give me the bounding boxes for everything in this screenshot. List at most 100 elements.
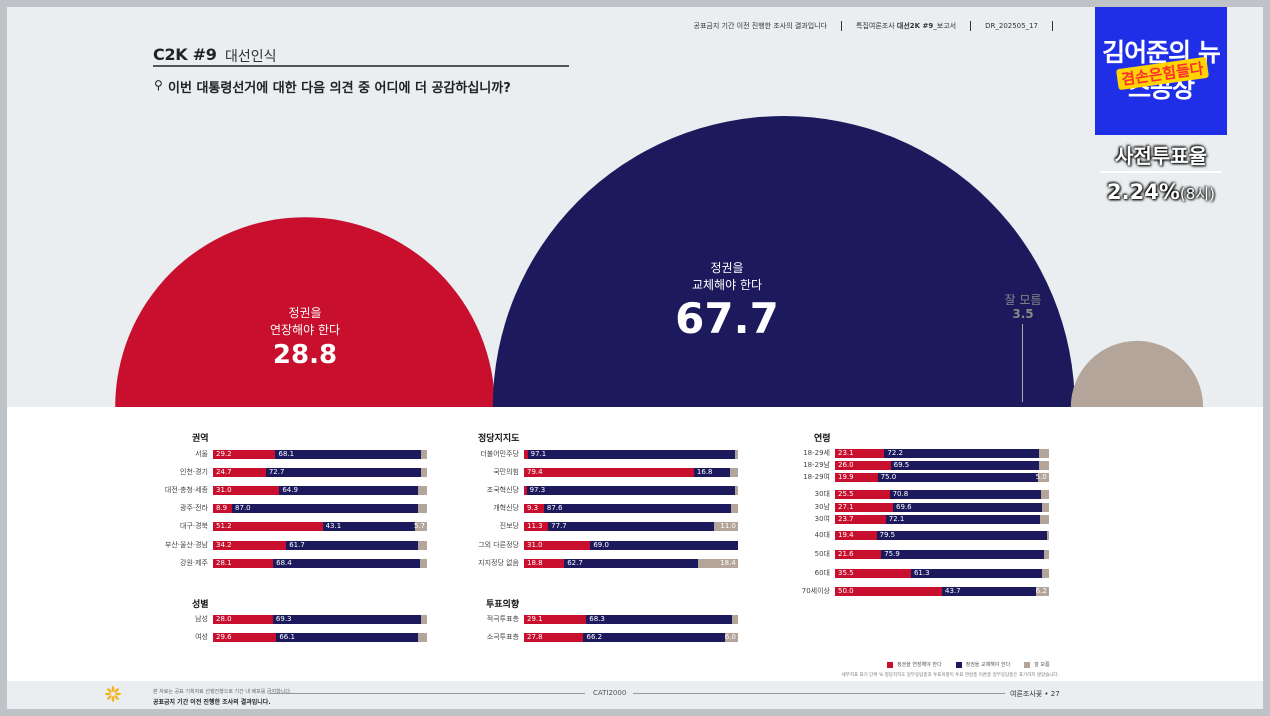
replace-segment: 68.1 bbox=[275, 450, 422, 459]
age-stacked-bar: 19.9 75.0 5.0 bbox=[835, 473, 1049, 482]
replace-value-label: 61.3 bbox=[913, 569, 930, 577]
header-doc-id: DR_202505_17 bbox=[985, 22, 1038, 30]
unsure-segment: 6.2 bbox=[1035, 587, 1049, 596]
replace-value-label: 64.9 bbox=[282, 486, 298, 494]
region-row-label: 광주·전라 bbox=[180, 504, 208, 512]
age-row: 30여 23.7 72.1 bbox=[815, 515, 1049, 524]
extend-value-label: 23.7 bbox=[838, 515, 854, 523]
unsure-segment bbox=[729, 468, 738, 477]
unsure-segment: 6.0 bbox=[725, 633, 738, 642]
header-divider bbox=[970, 21, 972, 31]
extend-segment: 25.5 bbox=[835, 490, 890, 499]
replace-segment: 69.3 bbox=[272, 615, 422, 624]
party-row-label: 진보당 bbox=[499, 522, 519, 530]
party-stacked-bar: 97.3 bbox=[524, 486, 738, 495]
replace-segment: 64.9 bbox=[279, 486, 419, 495]
question-text: 이번 대통령선거에 대한 다음 의견 중 어디에 더 공감하십니까? bbox=[168, 81, 511, 96]
region-section-title: 권역 bbox=[192, 434, 209, 444]
gender-row-label: 남성 bbox=[195, 615, 208, 623]
replace-value-label: 61.7 bbox=[289, 541, 305, 549]
replace-segment: 43.7 bbox=[942, 587, 1036, 596]
footer-disclaimer: 본 자료는 공표 기획자료 선행진행으로 기간 내 배포를 금지합니다. bbox=[153, 689, 292, 695]
replace-segment: 66.2 bbox=[583, 633, 726, 642]
extend-segment: 11.3 bbox=[524, 522, 549, 531]
party-row-label: 조국혁신당 bbox=[486, 486, 519, 494]
unsure-segment: 5.0 bbox=[1035, 473, 1049, 482]
party-stacked-bar: 9.3 87.6 bbox=[524, 504, 738, 513]
unsure-segment bbox=[421, 615, 427, 624]
footer-center: CATI2000 bbox=[593, 689, 627, 697]
extend-segment: 35.5 bbox=[835, 569, 911, 578]
extend-value-label: 28.0 bbox=[216, 615, 232, 623]
unsure-segment bbox=[732, 615, 738, 624]
age-stacked-bar: 26.0 69.5 bbox=[835, 461, 1049, 470]
party-row: 조국혁신당 97.3 bbox=[487, 486, 738, 495]
replace-value-label: 77.7 bbox=[551, 522, 567, 530]
footer-band bbox=[7, 681, 1263, 709]
age-stacked-bar: 21.6 75.9 bbox=[835, 550, 1049, 559]
age-stacked-bar: 25.5 70.8 bbox=[835, 490, 1049, 499]
footer-rule bbox=[633, 693, 1005, 694]
replace-value-label: 69.6 bbox=[895, 503, 912, 511]
extend-value-label: 18.8 bbox=[527, 559, 543, 567]
replace-segment: 72.7 bbox=[265, 468, 422, 477]
unsure-segment bbox=[731, 504, 738, 513]
extend-value-label: 31.0 bbox=[216, 486, 232, 494]
extend-segment: 23.7 bbox=[835, 515, 886, 524]
replace-value-label: 66.1 bbox=[279, 633, 295, 641]
gender-stacked-bar: 28.0 69.3 bbox=[213, 615, 427, 624]
replace-value-label: 97.3 bbox=[529, 486, 546, 494]
legend: 정권을 연장해야 한다 정권을 교체해야 한다 잘 모름 bbox=[887, 661, 1050, 668]
age-row: 30남 27.1 69.6 bbox=[815, 503, 1049, 512]
region-stacked-bar: 31.0 64.9 bbox=[213, 486, 427, 495]
unsure-segment: 5.7 bbox=[414, 522, 427, 531]
region-row-label: 인천·경기 bbox=[180, 468, 208, 476]
party-row: 진보당 11.3 77.7 11.0 bbox=[500, 522, 738, 531]
header-divider bbox=[1052, 21, 1053, 31]
title-underline bbox=[153, 65, 569, 67]
replace-segment: 87.6 bbox=[543, 504, 732, 513]
replace-segment: 69.5 bbox=[890, 461, 1040, 470]
unsure-label: 잘 모름 3.5 bbox=[1001, 293, 1045, 321]
footer-notice: 공표금지 기간 이전 진행한 조사의 결과입니다. bbox=[153, 699, 271, 706]
age-row: 40대 19.4 79.5 bbox=[815, 531, 1049, 540]
unsure-leader-line bbox=[1022, 324, 1023, 402]
bubble-chart bbox=[115, 116, 1204, 407]
header-note: 공표금지 기간 이전 진행한 조사의 결과입니다 bbox=[693, 22, 828, 30]
extend-segment: 23.1 bbox=[835, 449, 885, 458]
replace-value-label: 87.6 bbox=[546, 504, 563, 512]
extend-value-label: 27.8 bbox=[527, 633, 543, 641]
report-page: 공표금지 기간 이전 진행한 조사의 결과입니다 특집여론조사 대선2K #9_… bbox=[7, 7, 1263, 709]
age-row-label: 30대 bbox=[814, 490, 830, 498]
replace-segment: 79.5 bbox=[876, 531, 1047, 540]
extend-segment: 21.6 bbox=[835, 550, 882, 559]
turnout-rule bbox=[1100, 171, 1222, 173]
party-row-label: 그외 다른정당 bbox=[478, 541, 519, 549]
replace-segment: 68.3 bbox=[586, 615, 733, 624]
extend-value-label: 29.2 bbox=[216, 450, 232, 458]
age-stacked-bar: 50.0 43.7 6.2 bbox=[835, 587, 1049, 596]
vote-intent-row-label: 소극투표층 bbox=[486, 633, 519, 641]
extend-value-label: 31.0 bbox=[527, 541, 543, 549]
unsure-label-text: 잘 모름 bbox=[1004, 293, 1042, 307]
age-row-label: 70세이상 bbox=[801, 587, 830, 595]
extend-segment: 9.3 bbox=[524, 504, 544, 513]
age-row-label: 40대 bbox=[814, 531, 830, 539]
age-stacked-bar: 35.5 61.3 bbox=[835, 569, 1049, 578]
replace-value: 67.7 bbox=[675, 294, 779, 343]
unsure-value: 3.5 bbox=[1012, 307, 1034, 321]
extend-segment: 28.0 bbox=[213, 615, 273, 624]
page-title-code: C2K #9 bbox=[153, 45, 217, 64]
page-title-subtitle: 대선인식 bbox=[225, 49, 277, 65]
replace-label-line1: 정권을 bbox=[710, 261, 744, 275]
show-logo: 김어준의 뉴스공장 겸손은힘들다 bbox=[1095, 7, 1227, 135]
replace-value-label: 43.7 bbox=[945, 587, 961, 595]
replace-value-label: 68.1 bbox=[278, 450, 295, 458]
extend-segment bbox=[524, 486, 527, 495]
extend-value-label: 27.1 bbox=[838, 503, 854, 511]
unsure-segment bbox=[1039, 515, 1049, 524]
region-row: 대구·경북 51.2 43.1 5.7 bbox=[180, 522, 427, 531]
region-row: 인천·경기 24.7 72.7 bbox=[180, 468, 427, 477]
age-row-label: 18-29여 bbox=[803, 473, 830, 481]
unsure-value-label: 5.0 bbox=[1035, 473, 1047, 481]
